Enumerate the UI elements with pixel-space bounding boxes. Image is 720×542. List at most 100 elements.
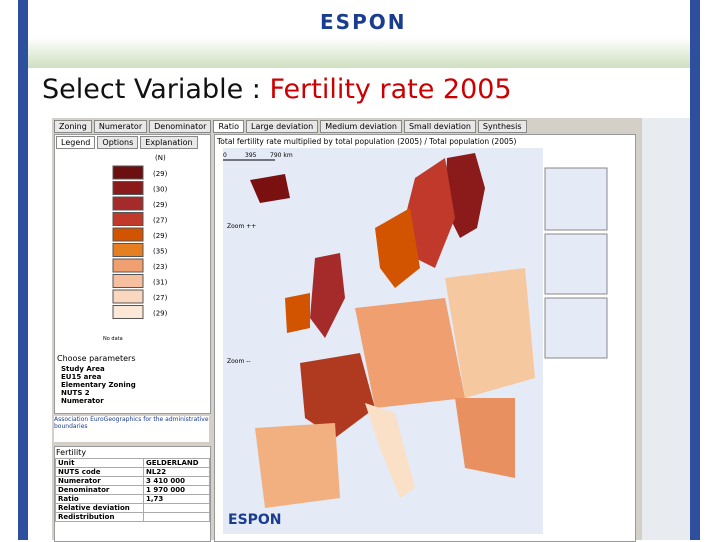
region: [455, 398, 515, 478]
parameter-item[interactable]: Study Area: [61, 365, 105, 373]
legend-swatch: [112, 212, 144, 226]
info-row: Unit GELDERLAND: [54, 458, 210, 468]
tab[interactable]: Ratio: [213, 120, 245, 133]
footer-logo: ESPON: [228, 512, 282, 528]
legend-header: (N): [155, 154, 166, 162]
map-panel: Total fertility rate multiplied by total…: [214, 134, 636, 542]
region: [445, 268, 535, 398]
legend-swatch: [112, 289, 144, 304]
parameter-item[interactable]: Numerator: [61, 397, 104, 405]
app-window: Zoning Numerator Denominator Ratio Large dev…: [52, 118, 642, 542]
tab[interactable]: Synthesis: [477, 120, 527, 133]
legend-count: (35): [153, 248, 168, 256]
side-bar: [690, 0, 700, 540]
tab-bar: Zoning Numerator Denominator Ratio Large dev…: [54, 120, 529, 133]
info-cell: Unit: [54, 458, 145, 468]
region: [355, 298, 465, 408]
scale-label: 395: [245, 152, 257, 159]
inset: [544, 167, 608, 231]
tab[interactable]: Numerator: [93, 120, 148, 133]
info-cell: 1 970 000: [143, 485, 210, 495]
title-prefix: Select Variable :: [42, 74, 270, 105]
tab[interactable]: Large deviation: [246, 120, 319, 133]
legend-swatch: [112, 181, 144, 195]
tab[interactable]: Medium deviation: [320, 120, 402, 133]
legend-count: (27): [153, 294, 168, 302]
legend-panel: Legend Options Explanation (N) (29) (30) (29)…: [54, 134, 211, 414]
legend-swatch: [112, 258, 144, 273]
slide-title: Select Variable : Fertility rate 2005: [42, 74, 512, 105]
legend-count: (29): [153, 232, 168, 240]
tab[interactable]: Options: [97, 136, 139, 149]
legend-count: (23): [153, 263, 168, 271]
zoom-in[interactable]: Zoom ++: [227, 223, 256, 230]
info-row: Relative deviation: [54, 503, 210, 513]
info-row: Redistribution: [54, 512, 210, 522]
region: [375, 208, 420, 288]
region: [255, 423, 340, 508]
info-row: NUTS code NL22: [54, 467, 210, 477]
info-title: Fertility: [56, 448, 87, 457]
inset: [544, 233, 608, 295]
tab[interactable]: Explanation: [140, 136, 198, 149]
legend-count: (30): [153, 186, 168, 194]
info-cell: Ratio: [54, 494, 145, 504]
region: [300, 353, 375, 438]
info-row: Ratio 1,73: [54, 494, 210, 504]
legend-swatch: [112, 165, 144, 180]
info-cell: 1,73: [143, 494, 210, 504]
tab[interactable]: Denominator: [149, 120, 212, 133]
legend-swatch: [112, 305, 144, 319]
map: 0 395 790 km Zoom ++ Zoom --: [223, 148, 608, 534]
info-cell: [143, 512, 210, 522]
credit: Association EuroGeographics for the admi…: [54, 416, 209, 442]
scale-label: 790 km: [270, 152, 293, 159]
legend-count: (29): [153, 201, 168, 209]
legend-count: (27): [153, 217, 168, 225]
info-panel: Fertility Unit GELDERLAND NUTS code NL22 Num…: [54, 446, 211, 542]
info-cell: [143, 503, 210, 513]
info-row: Denominator 1 970 000: [54, 485, 210, 495]
info-table: Unit GELDERLAND NUTS code NL22 Numerator 3 41…: [54, 458, 210, 522]
parameter-item[interactable]: NUTS 2: [61, 389, 90, 397]
legend-nodata: No data: [103, 336, 123, 342]
legend: (N) (29) (30) (29) (27) (29) (35) (23) (31) (27) (…: [103, 154, 168, 342]
info-cell: Redistribution: [54, 512, 145, 522]
tab[interactable]: Legend: [56, 136, 96, 149]
info-cell: Relative deviation: [54, 503, 145, 513]
info-cell: NUTS code: [54, 467, 145, 477]
parameters: Study Area EU15 area Elementary Zoning NUTS…: [61, 365, 210, 405]
info-cell: 3 410 000: [143, 476, 210, 486]
region: [285, 293, 310, 333]
background: [642, 118, 690, 540]
info-cell: NL22: [143, 467, 210, 477]
info-cell: Numerator: [54, 476, 145, 486]
tab[interactable]: Zoning: [54, 120, 92, 133]
tab[interactable]: Small deviation: [403, 120, 476, 133]
legend-swatch: [112, 243, 144, 257]
info-cell: Denominator: [54, 485, 145, 495]
title-highlight: Fertility rate 2005: [269, 74, 512, 105]
region: [365, 403, 415, 498]
legend-count: (31): [153, 279, 168, 287]
region: [445, 153, 485, 238]
region: [310, 253, 345, 338]
legend-count: (29): [153, 310, 168, 318]
map-title: Total fertility rate multiplied by total…: [217, 137, 517, 146]
legend-count: (29): [153, 170, 168, 178]
logo: ESPON: [320, 10, 407, 34]
parameter-item[interactable]: Elementary Zoning: [61, 381, 136, 389]
info-row: Numerator 3 410 000: [54, 476, 210, 486]
parameter-item[interactable]: EU15 area: [61, 373, 102, 381]
parameters-title: Choose parameters: [57, 354, 136, 363]
legend-swatch: [112, 274, 144, 288]
region: [405, 158, 455, 268]
region: [250, 174, 290, 203]
info-cell: GELDERLAND: [143, 458, 210, 468]
zoom-out[interactable]: Zoom --: [227, 358, 251, 365]
banner: [28, 0, 690, 68]
panel-tabs: Legend Options Explanation: [55, 135, 210, 150]
inset: [544, 297, 608, 359]
legend-swatch: [112, 196, 144, 211]
